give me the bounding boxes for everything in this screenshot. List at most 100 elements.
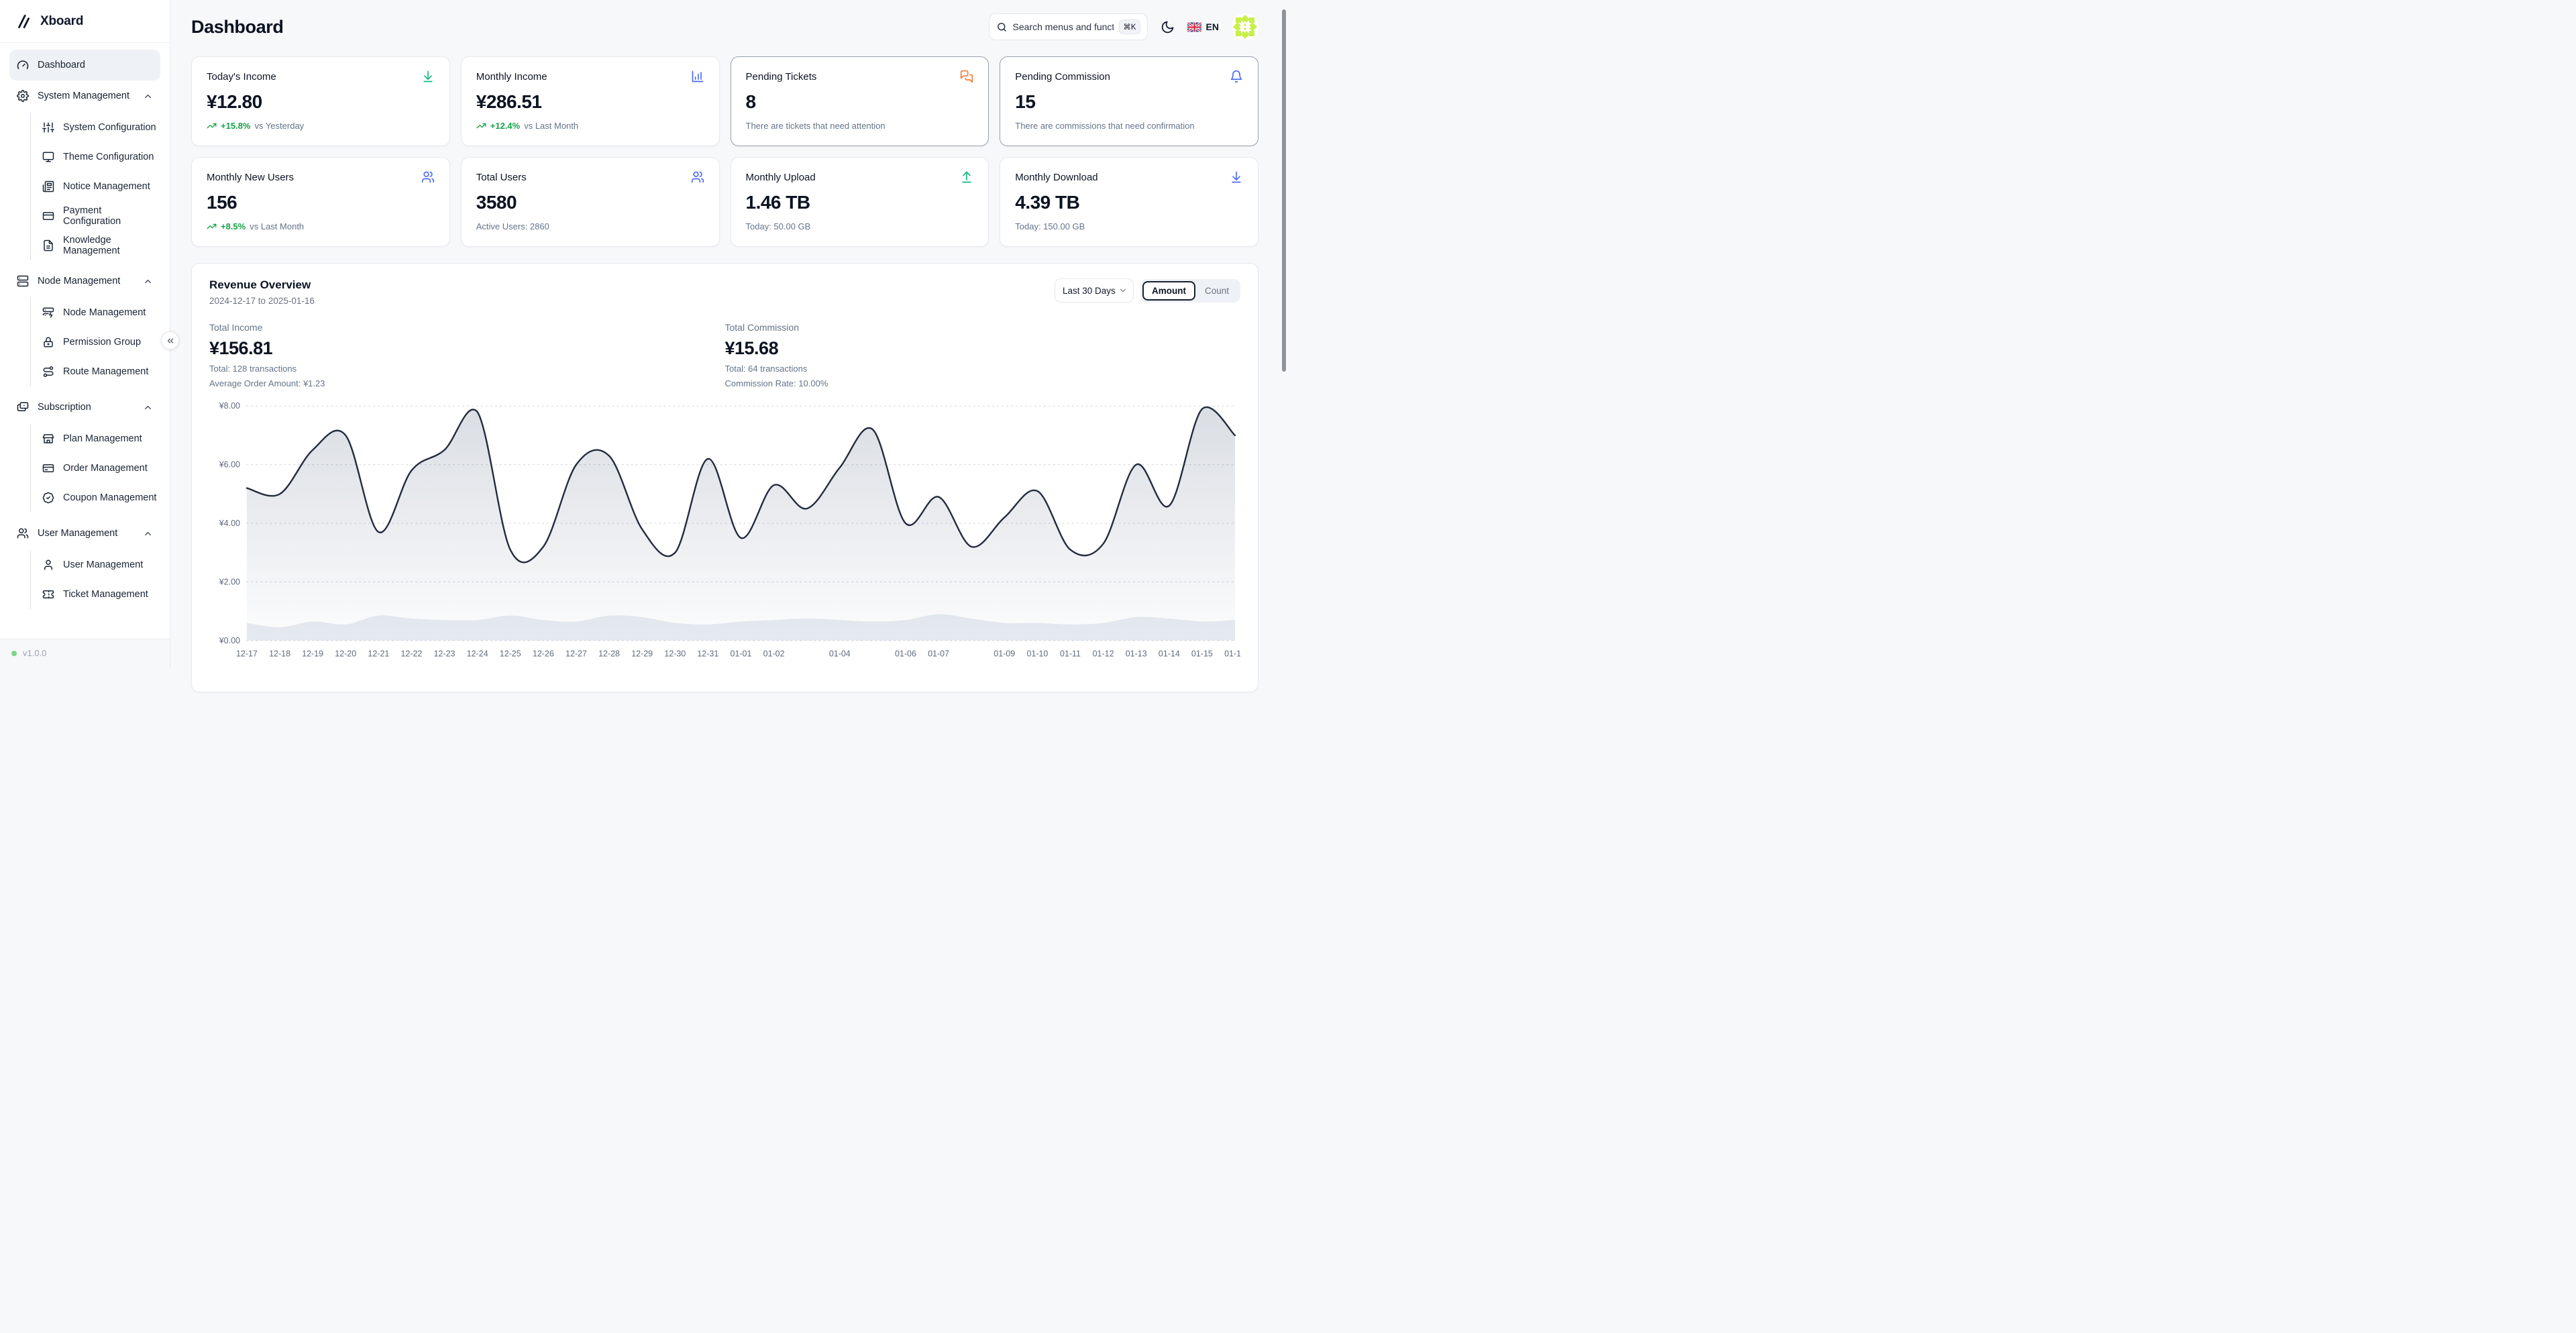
sidebar-group-toggle-system-management[interactable]: System Management — [9, 81, 160, 111]
credit-card-icon — [42, 210, 54, 222]
card-value: ¥286.51 — [476, 91, 542, 112]
sliders-icon — [42, 121, 54, 134]
sidebar-item-theme-configuration[interactable]: Theme Configuration — [31, 142, 160, 172]
stat-cards-row-2: Monthly New Users 156 +8.5% vs Last Mont… — [191, 157, 1258, 247]
card-subtitle: There are commissions that need confirma… — [1015, 121, 1195, 131]
app-version: v1.0.0 — [23, 648, 47, 658]
language-label: EN — [1205, 21, 1219, 32]
sidebar-group-toggle-subscription[interactable]: Subscription — [9, 392, 160, 423]
ticket-icon — [42, 588, 54, 600]
svg-text:01-02: 01-02 — [763, 649, 785, 659]
search-icon — [997, 22, 1006, 32]
sidebar-footer: v1.0.0 — [0, 639, 170, 667]
sidebar-item-dashboard[interactable]: Dashboard — [9, 50, 160, 81]
stat-label: Total Income — [209, 322, 263, 333]
sidebar-item-notice-management[interactable]: Notice Management — [31, 172, 160, 201]
users-icon — [421, 170, 435, 184]
sidebar-item-user-management[interactable]: User Management — [31, 550, 160, 580]
sidebar-item-plan-management[interactable]: Plan Management — [31, 424, 160, 454]
sidebar-item-label: Knowledge Management — [63, 235, 120, 256]
svg-text:12-23: 12-23 — [434, 649, 455, 659]
search-input[interactable] — [1012, 21, 1114, 32]
sidebar-item-payment-configuration[interactable]: Payment Configuration — [31, 201, 160, 231]
svg-text:01-07: 01-07 — [928, 649, 949, 659]
sidebar-item-label: Node Management — [63, 307, 146, 318]
card-pending-commission[interactable]: Pending Commission 15 There are commissi… — [1000, 56, 1258, 146]
card-title: Today's Income — [207, 70, 276, 83]
server-bolt-icon — [42, 307, 54, 319]
card-value: 4.39 TB — [1015, 192, 1080, 213]
svg-text:01-16: 01-16 — [1224, 649, 1240, 659]
sidebar-item-label: User Management — [63, 559, 144, 570]
sidebar-item-label: Coupon Management — [63, 492, 157, 503]
store-icon — [42, 433, 54, 445]
chevron-up-icon — [143, 403, 153, 413]
sidebar-item-coupon-management[interactable]: Coupon Management — [31, 483, 160, 513]
credit-card-icon — [42, 462, 54, 474]
language-selector[interactable]: EN — [1187, 21, 1219, 32]
sidebar-group-label: Node Management — [38, 276, 121, 286]
svg-text:12-24: 12-24 — [467, 649, 488, 659]
chevron-up-icon — [143, 276, 153, 286]
sidebar-group-label: User Management — [38, 528, 118, 539]
svg-text:¥2.00: ¥2.00 — [219, 577, 240, 586]
sidebar-item-label: Dashboard — [38, 60, 85, 70]
app-logo[interactable]: Xboard — [0, 0, 170, 43]
sidebar-item-label: Route Management — [63, 366, 149, 377]
sidebar-item-route-management[interactable]: Route Management — [31, 357, 160, 386]
upload-icon — [960, 170, 973, 184]
trending-up-icon — [207, 121, 217, 131]
sidebar-group-label: Subscription — [38, 402, 91, 413]
svg-text:01-06: 01-06 — [895, 649, 916, 659]
sidebar-item-knowledge-management[interactable]: Knowledge Management — [31, 231, 160, 260]
status-dot — [11, 650, 17, 656]
stat-value: ¥15.68 — [724, 338, 779, 358]
sidebar-group-toggle-node-management[interactable]: Node Management — [9, 266, 160, 297]
xboard-logo-icon — [15, 13, 32, 30]
newspaper-icon — [42, 180, 54, 193]
svg-text:¥0.00: ¥0.00 — [219, 636, 240, 645]
chevron-up-icon — [143, 91, 153, 101]
messages-icon — [960, 70, 973, 83]
revenue-chart: ¥0.00 ¥2.00 ¥4.00 ¥6.00 ¥8.00 12-17 12-18 12-19… — [219, 401, 1240, 659]
uk-flag-icon — [1187, 21, 1201, 32]
trend-note: vs Last Month — [250, 221, 305, 231]
card-title: Monthly Upload — [745, 171, 816, 183]
card-value: ¥12.80 — [207, 91, 262, 112]
gauge-icon — [17, 59, 29, 71]
sidebar-item-order-management[interactable]: Order Management — [31, 454, 160, 483]
stat-line: Total: 128 transactions — [209, 364, 297, 374]
sidebar-item-node-management[interactable]: Node Management — [31, 298, 160, 327]
sidebar-item-permission-group[interactable]: Permission Group — [31, 327, 160, 357]
search-box[interactable]: ⌘K — [988, 13, 1148, 40]
period-select-value: Last 30 Days — [1062, 285, 1116, 296]
svg-text:12-21: 12-21 — [368, 649, 389, 659]
svg-text:01-15: 01-15 — [1191, 649, 1213, 659]
toggle-count-button[interactable]: Count — [1195, 281, 1238, 301]
sidebar-item-label: Payment Configuration — [63, 205, 121, 227]
stat-label: Total Commission — [724, 322, 799, 333]
sidebar-item-system-configuration[interactable]: System Configuration — [31, 113, 160, 142]
badge-check-icon — [42, 492, 54, 504]
svg-text:01-04: 01-04 — [829, 649, 851, 659]
avatar[interactable] — [1232, 13, 1258, 40]
stat-line: Commission Rate: 10.00% — [724, 378, 828, 388]
sidebar-group-toggle-user-management[interactable]: User Management — [9, 518, 160, 549]
card-value: 1.46 TB — [745, 192, 811, 213]
period-select[interactable]: Last 30 Days — [1054, 278, 1134, 303]
svg-text:12-29: 12-29 — [631, 649, 653, 659]
sidebar-collapse-button[interactable] — [161, 331, 179, 350]
sidebar-item-label: Ticket Management — [63, 589, 148, 600]
card-title: Pending Commission — [1015, 70, 1110, 83]
scrollbar-thumb[interactable] — [1282, 9, 1286, 372]
sidebar-item-ticket-management[interactable]: Ticket Management — [31, 580, 160, 609]
svg-text:12-22: 12-22 — [400, 649, 422, 659]
file-text-icon — [42, 239, 54, 252]
svg-text:01-13: 01-13 — [1126, 649, 1147, 659]
card-pending-tickets[interactable]: Pending Tickets 8 There are tickets that… — [730, 56, 989, 146]
lock-icon — [42, 336, 54, 348]
toggle-amount-button[interactable]: Amount — [1142, 280, 1195, 301]
sidebar-nav: Dashboard System Management System Confi… — [0, 43, 170, 639]
svg-text:12-20: 12-20 — [335, 649, 356, 659]
dark-mode-toggle[interactable] — [1161, 20, 1175, 34]
